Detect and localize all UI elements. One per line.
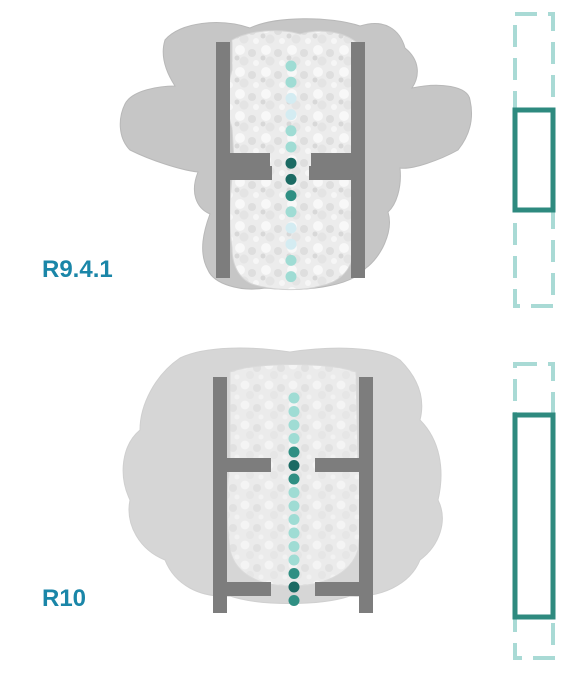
reader-window-r10 — [512, 412, 556, 620]
dna-bead-r10 — [288, 406, 300, 417]
dna-bead-r941 — [285, 141, 297, 153]
dna-bead-r941 — [285, 271, 297, 283]
dna-bead-r10 — [288, 527, 300, 539]
reader-indicator-r10 — [512, 362, 556, 660]
dna-bead-r941 — [285, 206, 297, 218]
dna-bead-r941 — [285, 60, 297, 72]
dna-bead-r10 — [288, 500, 300, 512]
dna-bead-r10 — [288, 581, 300, 593]
dna-bead-r941 — [285, 254, 297, 266]
pore-label-r10: R10 — [42, 585, 87, 612]
reader-indicator-r941 — [512, 12, 556, 308]
dna-bead-r10 — [288, 392, 300, 404]
dna-bead-r941 — [285, 92, 297, 104]
pore-structure-r941 — [119, 18, 472, 291]
dna-bead-r10 — [288, 568, 300, 579]
pore-label-r941: R9.4.1 — [42, 256, 113, 283]
dna-bead-r10 — [288, 554, 300, 566]
dna-bead-r941 — [285, 125, 297, 137]
dna-bead-r941 — [285, 238, 297, 250]
dna-bead-r10 — [288, 595, 300, 606]
dna-bead-r10 — [288, 419, 300, 431]
dna-bead-r10 — [288, 460, 300, 471]
dna-bead-r10 — [288, 433, 300, 444]
dna-bead-r10 — [288, 446, 300, 458]
dna-bead-r10 — [288, 487, 300, 498]
pore-structure-r10 — [122, 347, 443, 613]
dna-bead-r10 — [288, 514, 300, 525]
bead-chain-r941 — [285, 60, 297, 283]
dna-bead-r941 — [285, 157, 297, 169]
pore-walls-r941 — [216, 42, 365, 278]
dna-bead-r941 — [285, 222, 297, 234]
dna-bead-r941 — [285, 76, 297, 88]
dna-bead-r941 — [285, 173, 297, 185]
dna-bead-r941 — [285, 109, 297, 121]
dna-bead-r10 — [288, 473, 300, 485]
bead-chain-r10 — [288, 392, 300, 606]
pore-walls-r10 — [213, 377, 373, 613]
dna-bead-r941 — [285, 190, 297, 202]
reader-window-r941 — [512, 107, 556, 213]
dna-bead-r10 — [288, 541, 300, 552]
